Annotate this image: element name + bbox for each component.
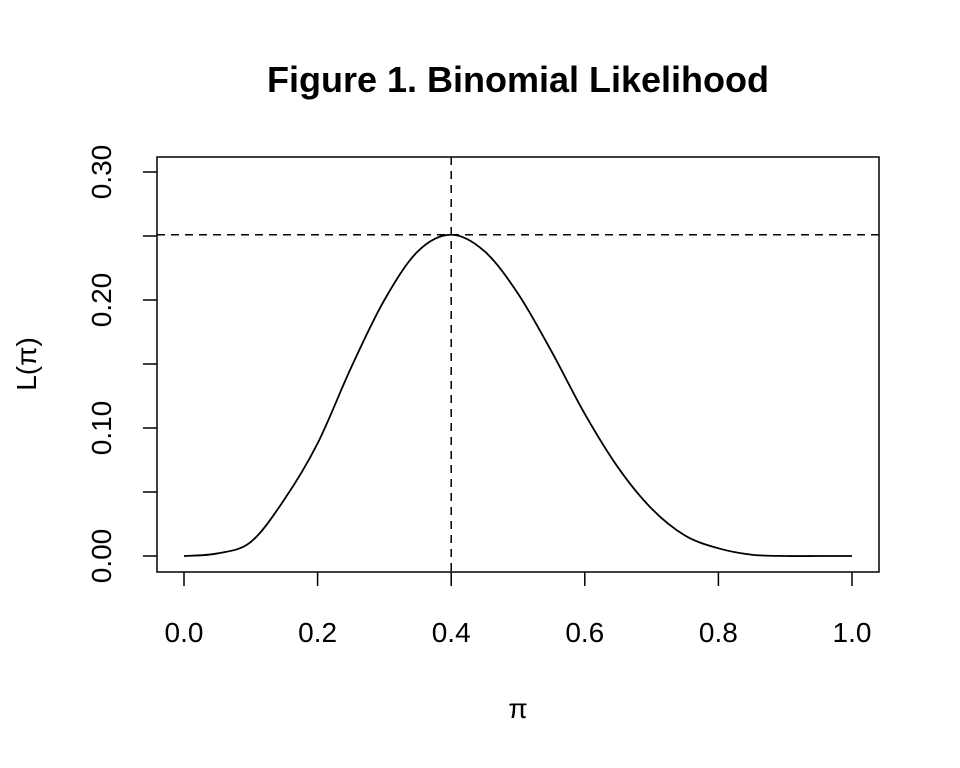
x-tick-label: 1.0 — [833, 617, 872, 648]
reference-lines — [157, 157, 879, 572]
x-tick-label: 0.6 — [565, 617, 604, 648]
x-tick-label: 0.2 — [298, 617, 337, 648]
x-tick-label: 0.4 — [432, 617, 471, 648]
x-axis: 0.0 0.2 0.4 0.6 0.8 1.0 — [165, 572, 872, 648]
y-tick-label: 0.20 — [86, 273, 117, 328]
likelihood-curve — [183, 233, 852, 557]
plot-frame — [156, 156, 880, 573]
y-axis-label: L(π) — [11, 337, 42, 391]
series-group — [183, 233, 852, 557]
y-tick-label: 0.30 — [86, 145, 117, 200]
y-tick-label: 0.10 — [86, 401, 117, 456]
y-axis: 0.00 0.10 0.20 0.30 — [86, 145, 157, 584]
x-tick-label: 0.8 — [699, 617, 738, 648]
x-tick-label: 0.0 — [165, 617, 204, 648]
y-tick-label: 0.00 — [86, 529, 117, 584]
x-axis-label: π — [508, 693, 527, 724]
chart-title: Figure 1. Binomial Likelihood — [267, 59, 769, 100]
